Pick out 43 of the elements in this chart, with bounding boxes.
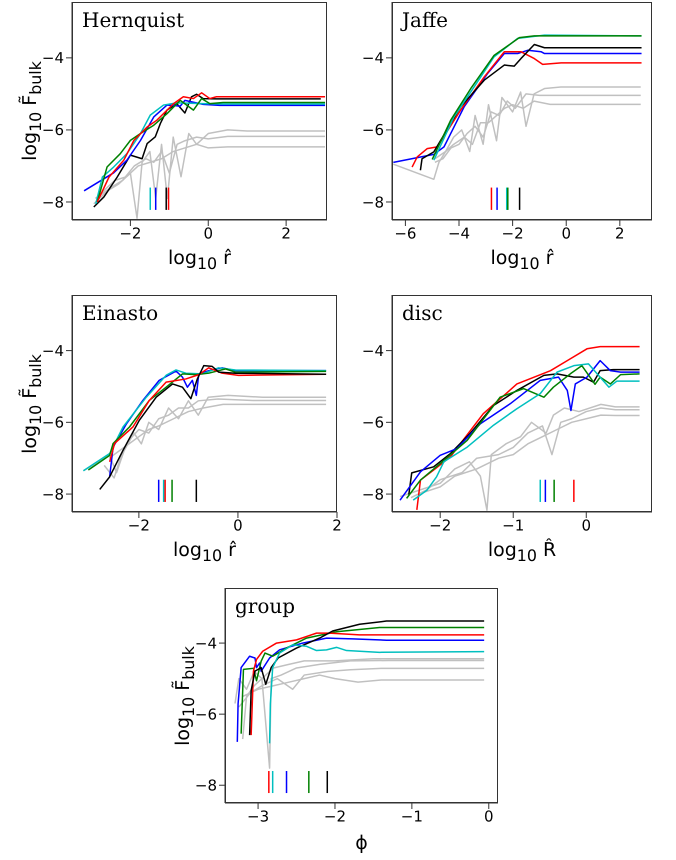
chart-title: Einasto — [82, 301, 158, 325]
x-tick-label: 2 — [615, 224, 625, 243]
chart-title: group — [235, 594, 296, 618]
y-tick-label: −4 — [42, 49, 64, 68]
x-axis-title: log$_{10}$ R̂ — [488, 539, 556, 565]
x-tick-label: 0 — [484, 808, 494, 826]
y-tick-label: −4 — [362, 49, 384, 68]
x-tick-label: −2 — [324, 808, 346, 826]
x-tick-label: 0 — [233, 516, 243, 535]
chart-title: Hernquist — [82, 8, 184, 32]
x-axis-title: log$_{10}$ r̂ — [168, 247, 231, 273]
x-tick-label: −3 — [247, 808, 270, 826]
y-tick-label: −8 — [194, 776, 217, 795]
y-tick-label: −6 — [42, 414, 64, 432]
y-tick-label: −8 — [42, 193, 64, 212]
y-tick-label: −6 — [362, 414, 384, 432]
y-tick-label: −4 — [42, 342, 64, 360]
x-tick-label: 2 — [332, 516, 342, 535]
x-tick-label: −2 — [502, 224, 524, 243]
x-tick-label: −6 — [394, 224, 416, 243]
x-tick-label: −2 — [119, 224, 142, 243]
chart-title: disc — [402, 301, 443, 325]
x-axis-title: log$_{10}$ r̂ — [173, 539, 236, 565]
x-axis-title: log$_{10}$ r̂ — [490, 247, 554, 273]
chart-title: Jaffe — [402, 8, 448, 32]
x-tick-label: 0 — [203, 224, 214, 243]
x-axis-title: ϕ — [355, 832, 368, 854]
x-tick-label: 2 — [281, 224, 291, 243]
x-tick-label: −1 — [400, 808, 423, 826]
y-tick-label: −8 — [362, 485, 384, 504]
y-tick-label: −6 — [194, 705, 217, 724]
x-tick-label: 0 — [581, 516, 592, 535]
y-tick-label: −8 — [362, 193, 384, 212]
y-tick-label: −4 — [194, 634, 217, 652]
y-tick-label: −8 — [42, 485, 64, 504]
y-tick-label: −6 — [42, 121, 64, 140]
y-tick-label: −4 — [362, 342, 384, 360]
y-tick-label: −6 — [362, 121, 384, 140]
x-tick-label: −2 — [128, 516, 150, 535]
x-tick-label: −4 — [448, 224, 470, 243]
x-tick-label: 0 — [561, 224, 571, 243]
x-tick-label: −1 — [502, 516, 524, 535]
x-tick-label: −2 — [429, 516, 452, 535]
